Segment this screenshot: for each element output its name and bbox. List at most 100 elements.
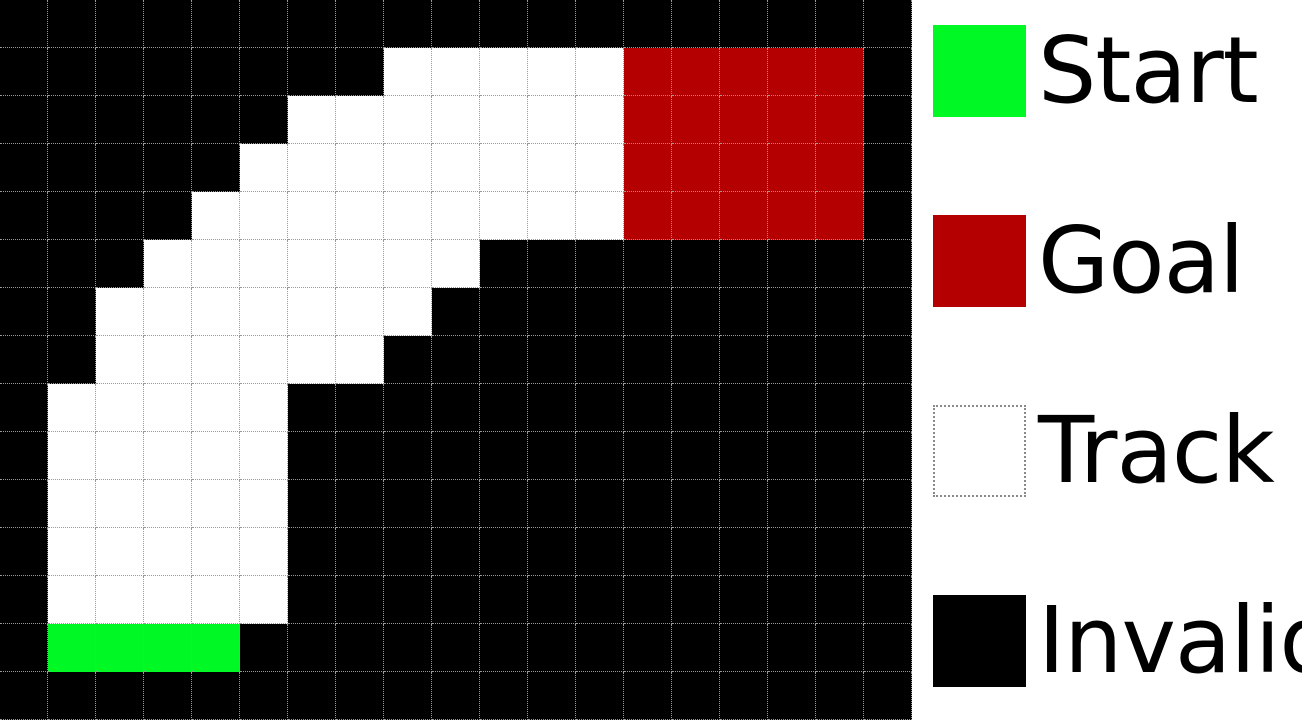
cell-goal[interactable] [624,96,672,144]
cell-invalid[interactable] [192,0,240,48]
cell-goal[interactable] [816,144,864,192]
cell-invalid[interactable] [0,192,48,240]
cell-invalid[interactable] [528,288,576,336]
cell-invalid[interactable] [0,480,48,528]
cell-invalid[interactable] [96,96,144,144]
cell-track[interactable] [192,528,240,576]
cell-invalid[interactable] [624,624,672,672]
cell-track[interactable] [384,144,432,192]
cell-track[interactable] [336,144,384,192]
cell-invalid[interactable] [240,0,288,48]
cell-invalid[interactable] [0,384,48,432]
cell-invalid[interactable] [720,432,768,480]
cell-invalid[interactable] [576,336,624,384]
cell-track[interactable] [576,144,624,192]
cell-invalid[interactable] [480,384,528,432]
cell-invalid[interactable] [480,288,528,336]
cell-invalid[interactable] [816,576,864,624]
cell-invalid[interactable] [528,384,576,432]
cell-invalid[interactable] [624,384,672,432]
cell-invalid[interactable] [0,0,48,48]
cell-invalid[interactable] [816,672,864,720]
cell-invalid[interactable] [816,528,864,576]
cell-track[interactable] [288,192,336,240]
cell-invalid[interactable] [720,240,768,288]
cell-invalid[interactable] [720,384,768,432]
cell-track[interactable] [576,96,624,144]
cell-goal[interactable] [672,48,720,96]
cell-track[interactable] [384,192,432,240]
cell-invalid[interactable] [384,432,432,480]
cell-invalid[interactable] [336,0,384,48]
cell-track[interactable] [432,48,480,96]
cell-invalid[interactable] [672,432,720,480]
cell-track[interactable] [480,96,528,144]
cell-track[interactable] [384,288,432,336]
cell-invalid[interactable] [624,288,672,336]
cell-invalid[interactable] [288,0,336,48]
cell-invalid[interactable] [480,480,528,528]
cell-invalid[interactable] [816,384,864,432]
cell-invalid[interactable] [528,240,576,288]
track-grid[interactable] [0,0,912,720]
cell-invalid[interactable] [768,336,816,384]
cell-invalid[interactable] [0,528,48,576]
cell-invalid[interactable] [816,288,864,336]
cell-goal[interactable] [672,96,720,144]
cell-invalid[interactable] [528,480,576,528]
cell-track[interactable] [480,144,528,192]
cell-track[interactable] [192,288,240,336]
cell-invalid[interactable] [240,672,288,720]
cell-invalid[interactable] [720,336,768,384]
cell-track[interactable] [144,480,192,528]
cell-goal[interactable] [816,48,864,96]
cell-invalid[interactable] [48,192,96,240]
cell-invalid[interactable] [384,576,432,624]
cell-invalid[interactable] [0,96,48,144]
cell-track[interactable] [240,384,288,432]
cell-invalid[interactable] [864,96,912,144]
cell-goal[interactable] [624,192,672,240]
cell-invalid[interactable] [48,240,96,288]
cell-invalid[interactable] [336,480,384,528]
cell-invalid[interactable] [240,96,288,144]
cell-invalid[interactable] [192,672,240,720]
cell-invalid[interactable] [864,144,912,192]
cell-track[interactable] [384,240,432,288]
cell-invalid[interactable] [384,0,432,48]
cell-invalid[interactable] [816,240,864,288]
cell-invalid[interactable] [576,384,624,432]
cell-invalid[interactable] [432,336,480,384]
cell-invalid[interactable] [672,240,720,288]
cell-invalid[interactable] [384,480,432,528]
cell-invalid[interactable] [432,528,480,576]
cell-invalid[interactable] [816,0,864,48]
cell-invalid[interactable] [432,432,480,480]
cell-invalid[interactable] [384,672,432,720]
cell-invalid[interactable] [144,192,192,240]
cell-invalid[interactable] [624,576,672,624]
cell-track[interactable] [96,576,144,624]
cell-invalid[interactable] [864,240,912,288]
cell-invalid[interactable] [720,528,768,576]
cell-invalid[interactable] [192,144,240,192]
cell-track[interactable] [240,336,288,384]
cell-goal[interactable] [720,192,768,240]
cell-track[interactable] [240,432,288,480]
cell-invalid[interactable] [432,672,480,720]
cell-start[interactable] [96,624,144,672]
cell-invalid[interactable] [288,432,336,480]
cell-track[interactable] [480,48,528,96]
cell-invalid[interactable] [0,624,48,672]
cell-invalid[interactable] [864,336,912,384]
cell-invalid[interactable] [288,624,336,672]
cell-invalid[interactable] [528,576,576,624]
cell-track[interactable] [432,144,480,192]
cell-invalid[interactable] [576,288,624,336]
cell-track[interactable] [96,384,144,432]
cell-invalid[interactable] [48,96,96,144]
cell-start[interactable] [192,624,240,672]
cell-invalid[interactable] [864,672,912,720]
cell-invalid[interactable] [672,384,720,432]
cell-invalid[interactable] [768,288,816,336]
